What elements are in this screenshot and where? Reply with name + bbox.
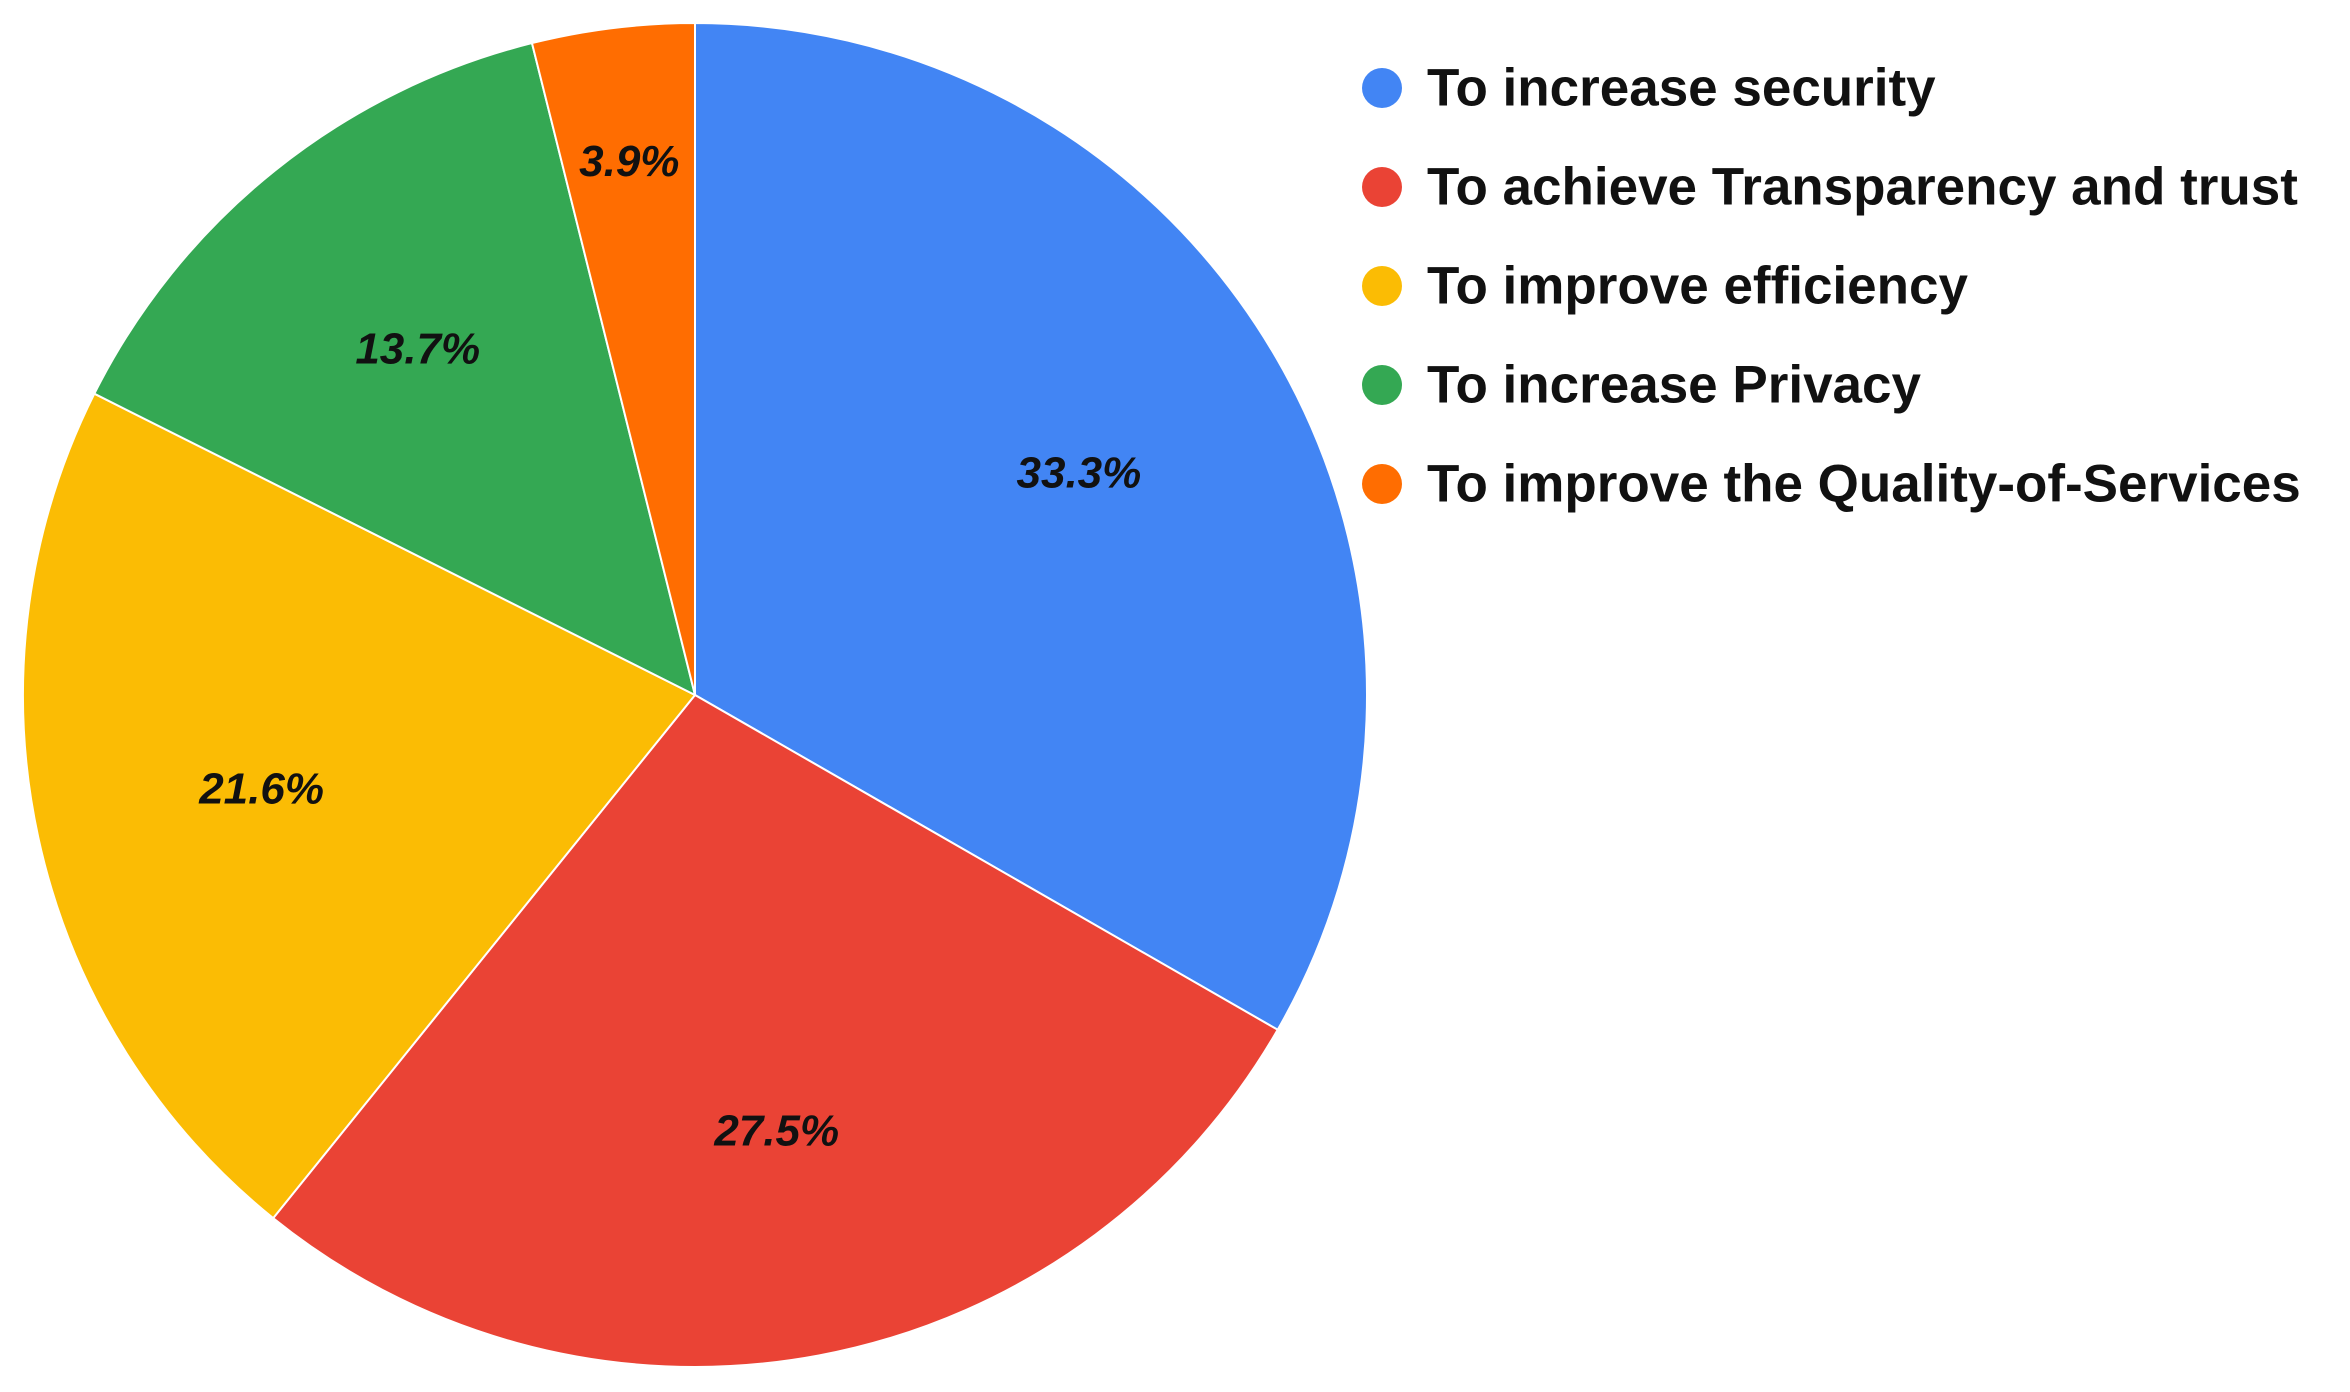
pie-slice-to-increase-security	[694, 21, 1368, 1032]
legend-item-to-improve-efficiency: To improve efficiency	[1362, 257, 1968, 316]
slice-value-label-to-improve-the-quality-of-services: 3.9%	[579, 137, 679, 186]
legend-marker	[1362, 464, 1402, 504]
legend-item-to-improve-the-quality-of-services: To improve the Quality-of-Services	[1362, 455, 2301, 514]
legend-label: To improve the Quality-of-Services	[1427, 455, 2301, 514]
legend-marker	[1362, 266, 1402, 306]
legend-label: To improve efficiency	[1427, 257, 1968, 316]
pie-slice-to-achieve-transparency-and-trust	[271, 693, 1280, 1368]
slice-value-label-to-increase-security: 33.3%	[1017, 448, 1142, 497]
pie-slice-to-increase-privacy	[92, 41, 697, 697]
legend-label: To increase Privacy	[1427, 356, 1922, 415]
pie-slice-to-improve-efficiency	[22, 392, 697, 1220]
legend-item-to-increase-security: To increase security	[1362, 59, 1936, 118]
pie-slice-to-improve-the-quality-of-services	[530, 21, 696, 696]
legend-item-to-increase-privacy: To increase Privacy	[1362, 356, 1922, 415]
legend: To increase security To achieve Transpare…	[1362, 59, 2301, 514]
slice-value-label-to-achieve-transparency-and-trust: 27.5%	[713, 1106, 839, 1155]
slice-value-label-to-improve-efficiency: 21.6%	[198, 765, 324, 814]
pie-slice-labels: 33.3% 27.5% 21.6% 13.7% 3.9%	[198, 137, 1141, 1156]
legend-item-to-achieve-transparency-and-trust: To achieve Transparency and trust	[1362, 158, 2298, 217]
legend-marker	[1362, 167, 1402, 207]
legend-label: To increase security	[1427, 59, 1936, 118]
legend-marker	[1362, 365, 1402, 405]
legend-marker	[1362, 68, 1402, 108]
pie-slices	[22, 21, 1368, 1368]
slice-value-label-to-increase-privacy: 13.7%	[355, 324, 480, 373]
legend-label: To achieve Transparency and trust	[1427, 158, 2298, 217]
